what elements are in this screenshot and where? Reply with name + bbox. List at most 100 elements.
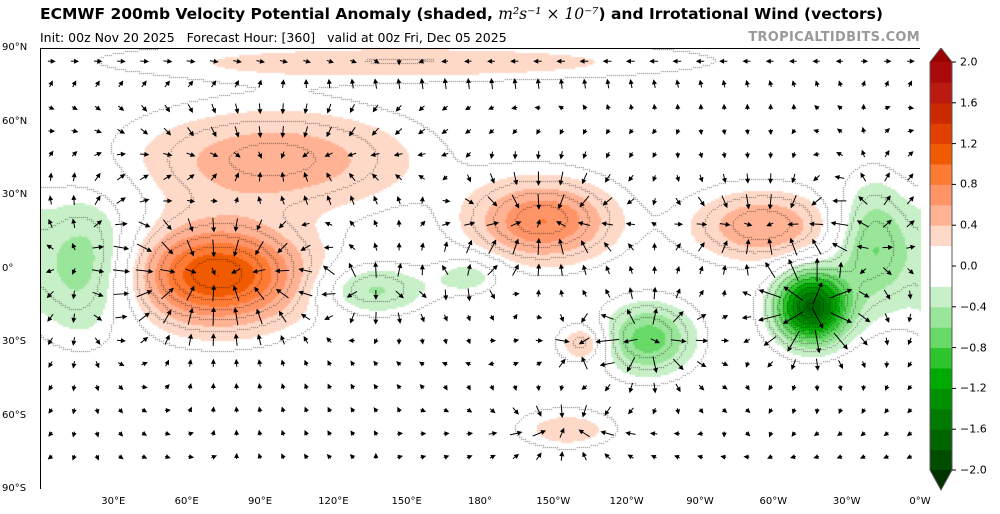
wind-vector (210, 333, 216, 346)
wind-vector (211, 455, 218, 460)
lat-label: 60°S (2, 409, 27, 421)
wind-vector (672, 358, 684, 371)
wind-vector (139, 174, 149, 181)
wind-vector (672, 58, 682, 64)
wind-vector (813, 454, 820, 460)
wind-vector (907, 337, 913, 346)
wind-vector (536, 128, 541, 135)
wind-vector (303, 79, 309, 89)
wind-vector (860, 431, 866, 437)
wind-vector (675, 152, 681, 159)
wind-vector (601, 221, 614, 227)
wind-vector (465, 361, 471, 367)
wind-vector (906, 454, 913, 459)
colorbar-label: 2.0 (960, 55, 978, 69)
wind-vector (745, 407, 751, 413)
wind-vector (92, 244, 104, 250)
wind-vector (674, 221, 684, 227)
wind-vector (233, 218, 239, 232)
wind-vector (303, 171, 309, 182)
wind-vector (93, 314, 103, 321)
wind-vector (581, 172, 588, 185)
wind-vector (627, 243, 634, 251)
wind-vector (628, 174, 634, 182)
wind-vector (94, 151, 102, 157)
wind-vector (327, 406, 333, 413)
wind-vector (721, 264, 727, 275)
wind-vector (47, 313, 54, 322)
wind-vector (768, 384, 774, 391)
wind-vector (812, 281, 823, 305)
wind-vector (326, 58, 334, 64)
wind-vector (652, 175, 658, 182)
colorbar-label: −2.0 (960, 463, 987, 477)
wind-vector (768, 431, 774, 438)
wind-vector (811, 197, 822, 206)
wind-vector (371, 173, 379, 181)
wind-vector (164, 80, 171, 88)
wind-vector (373, 383, 379, 390)
wind-vector (859, 290, 870, 298)
wind-vector (698, 129, 704, 136)
wind-vector (813, 128, 820, 134)
wind-vector (649, 58, 658, 64)
wind-vector (275, 288, 289, 299)
wind-vector (71, 290, 77, 300)
colorbar-label: −1.6 (960, 422, 987, 436)
wind-vector (47, 58, 56, 64)
lon-label: 120°W (609, 496, 644, 507)
wind-vector (487, 196, 498, 207)
wind-vector (48, 172, 54, 181)
wind-vector (559, 128, 565, 135)
wind-vector (626, 198, 635, 205)
wind-vector (649, 431, 658, 437)
wind-vector (489, 151, 495, 160)
colorbar-bin (930, 388, 952, 410)
wind-vector (118, 454, 124, 460)
wind-vector (812, 58, 820, 64)
wind-vector (744, 129, 750, 136)
wind-vector (280, 171, 286, 182)
wind-vector (884, 105, 891, 111)
colorbar-bin (930, 82, 952, 104)
wind-vector (906, 431, 913, 437)
wind-vector (604, 384, 611, 392)
wind-vector (536, 314, 543, 320)
wind-vector (695, 58, 705, 64)
wind-vector (606, 103, 611, 110)
wind-vector (698, 241, 705, 252)
wind-vector (94, 454, 100, 461)
wind-vector (721, 431, 727, 438)
wind-vector (465, 239, 473, 254)
wind-vector (373, 58, 380, 64)
wind-vector (71, 194, 77, 206)
wind-vector (600, 430, 615, 436)
lon-label: 180° (467, 496, 493, 507)
wind-vector (136, 290, 153, 298)
wind-vector (278, 310, 287, 323)
wind-vector (349, 172, 356, 182)
wind-vector (257, 429, 263, 436)
wind-vector (234, 172, 240, 182)
wind-vector (652, 198, 658, 206)
wind-vector (673, 431, 680, 437)
wind-vector (698, 196, 705, 207)
wind-vector (464, 221, 476, 227)
colorbar-bin (930, 204, 952, 226)
wind-vector (397, 406, 402, 413)
wind-vector (652, 79, 657, 88)
colorbar-label: 1.6 (960, 96, 978, 110)
wind-vector (46, 290, 54, 299)
wind-vector (94, 361, 100, 369)
wind-vector (861, 408, 867, 414)
wind-vector (884, 384, 890, 391)
lon-label: 90°W (686, 496, 714, 507)
wind-vector (48, 195, 54, 205)
wind-vector (396, 219, 402, 227)
wind-vector (234, 79, 239, 88)
wind-vector (210, 358, 216, 367)
wind-vector (489, 173, 495, 184)
wind-vector (164, 359, 170, 367)
wind-vector (141, 454, 148, 459)
wind-vector (117, 58, 126, 64)
